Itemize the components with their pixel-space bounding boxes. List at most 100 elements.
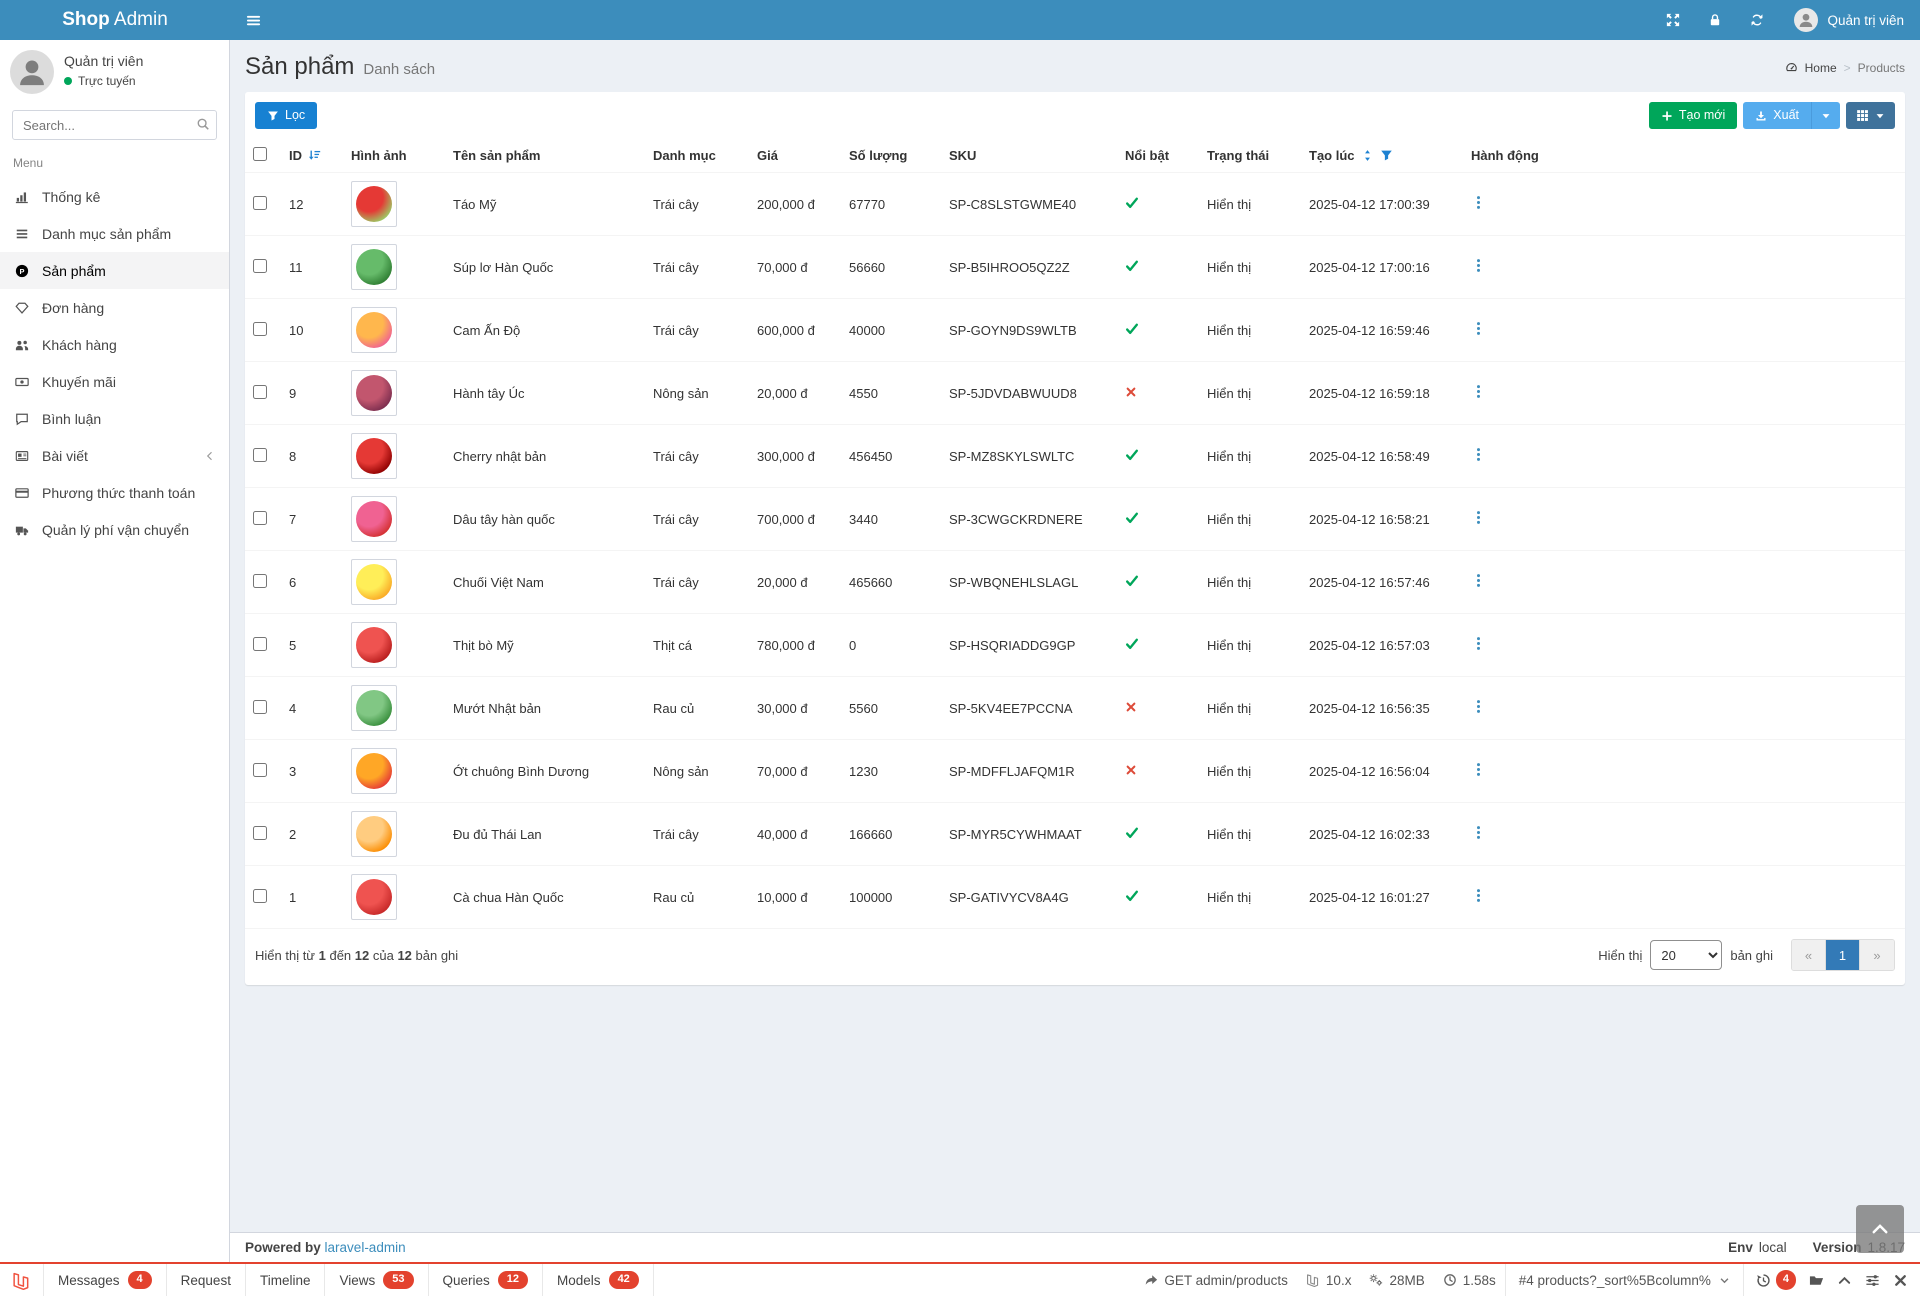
sidebar-item-product[interactable]: P Sản phẩm (0, 252, 229, 289)
row-checkbox[interactable] (253, 636, 267, 651)
sidebar-item-truck[interactable]: Quản lý phí vận chuyển (0, 511, 229, 548)
strawberry-image[interactable] (351, 496, 397, 542)
fullscreen-button[interactable] (1652, 0, 1694, 40)
breadcrumb-home[interactable]: Home (1804, 60, 1837, 75)
sidebar-item-label: Quản lý phí vận chuyển (42, 521, 190, 538)
select-all-checkbox[interactable] (253, 147, 267, 161)
debugbar-tab-views[interactable]: Views 53 (325, 1264, 429, 1296)
row-checkbox[interactable] (253, 321, 267, 336)
row-checkbox[interactable] (253, 699, 267, 714)
tomato-image[interactable] (351, 874, 397, 920)
row-checkbox[interactable] (253, 384, 267, 399)
debugbar-tab-timeline[interactable]: Timeline (246, 1264, 326, 1296)
debugbar-tab-queries[interactable]: Queries 12 (429, 1264, 544, 1296)
cell-status: Hiển thị (1199, 424, 1301, 488)
sidebar-item-users[interactable]: Khách hàng (0, 326, 229, 363)
banana-image[interactable] (351, 559, 397, 605)
row-actions-button[interactable] (1471, 825, 1486, 840)
sidebar-item-comment[interactable]: Bình luận (0, 400, 229, 437)
summary-text: đến (325, 947, 355, 963)
brand-logo[interactable]: Shop Admin (0, 0, 230, 40)
per-page-select[interactable]: 20 (1650, 940, 1723, 970)
row-actions-button[interactable] (1471, 762, 1486, 777)
page-nav-button[interactable]: « (1792, 940, 1826, 970)
row-checkbox[interactable] (253, 447, 267, 462)
maximize-icon[interactable] (1837, 1273, 1852, 1288)
debugbar-tab-request[interactable]: Request (167, 1264, 246, 1296)
search-input[interactable] (12, 110, 217, 140)
cell-price: 300,000 đ (749, 424, 841, 488)
sidebar-item-money[interactable]: Khuyến mãi (0, 363, 229, 400)
row-actions-button[interactable] (1471, 573, 1486, 588)
sidebar-item-credit-card[interactable]: Phương thức thanh toán (0, 474, 229, 511)
row-checkbox[interactable] (253, 573, 267, 588)
sidebar-item-list[interactable]: Danh mục sản phẩm (0, 215, 229, 252)
cell-status: Hiển thị (1199, 802, 1301, 866)
sidebar-item-diamond[interactable]: Đơn hàng (0, 289, 229, 326)
cell-sku: SP-5JDVDABWUUD8 (941, 361, 1117, 425)
row-actions-button[interactable] (1471, 447, 1486, 462)
page-nav-button[interactable]: » (1860, 940, 1894, 970)
column-filter-icon[interactable] (1380, 149, 1393, 162)
grid-box: Lọc Tạo mới Xuất (245, 92, 1905, 985)
folder-icon[interactable] (1809, 1273, 1824, 1288)
row-checkbox[interactable] (253, 762, 267, 777)
sort-icon[interactable] (308, 149, 321, 162)
cell-created-at: 2025-04-12 16:58:21 (1301, 487, 1463, 551)
refresh-button[interactable] (1736, 0, 1778, 40)
user-menu[interactable]: Quản trị viên (1778, 8, 1920, 32)
column-header-id[interactable]: ID (289, 148, 302, 163)
export-button[interactable]: Xuất (1743, 102, 1811, 129)
settings-icon[interactable] (1865, 1273, 1880, 1288)
export-dropdown-toggle[interactable] (1811, 102, 1840, 129)
user-menu-label: Quản trị viên (1827, 12, 1904, 28)
lock-button[interactable] (1694, 0, 1736, 40)
apple-image[interactable] (351, 181, 397, 227)
page-current[interactable]: 1 (1826, 940, 1860, 970)
row-actions-button[interactable] (1471, 321, 1486, 336)
row-checkbox[interactable] (253, 510, 267, 525)
sidebar-toggle-button[interactable] (230, 0, 276, 40)
column-header-sku: SKU (949, 148, 977, 163)
bell-pepper-image[interactable] (351, 748, 397, 794)
broccoli-image[interactable] (351, 244, 397, 290)
row-actions-button[interactable] (1471, 510, 1486, 525)
sidebar-item-chart-bar[interactable]: Thống kê (0, 178, 229, 215)
gourd-image[interactable] (351, 685, 397, 731)
row-actions-button[interactable] (1471, 699, 1486, 714)
grapefruit-image[interactable] (351, 307, 397, 353)
lock-icon (1708, 13, 1722, 27)
history-button[interactable]: 4 (1756, 1270, 1796, 1290)
cherry-image[interactable] (351, 433, 397, 479)
column-selector-button[interactable] (1846, 102, 1895, 129)
debugbar-dataset-select[interactable]: #4 products?_sort%5Bcolumn% (1504, 1264, 1744, 1296)
papaya-image[interactable] (351, 811, 397, 857)
laravel-logo-button[interactable] (0, 1264, 44, 1296)
search-icon[interactable] (196, 117, 210, 131)
close-icon[interactable] (1893, 1273, 1908, 1288)
sidebar-item-newspaper[interactable]: Bài viết (0, 437, 229, 474)
row-checkbox[interactable] (253, 195, 267, 210)
cell-created-at: 2025-04-12 16:59:18 (1301, 361, 1463, 425)
debugbar-tab-messages[interactable]: Messages 4 (44, 1264, 167, 1296)
row-actions-button[interactable] (1471, 258, 1486, 273)
row-actions-button[interactable] (1471, 636, 1486, 651)
summary-number: 12 (397, 947, 412, 963)
column-header-created[interactable]: Tạo lúc (1309, 148, 1355, 163)
debugbar-tab-models[interactable]: Models 42 (543, 1264, 654, 1296)
row-actions-button[interactable] (1471, 195, 1486, 210)
laravel-admin-link[interactable]: laravel-admin (324, 1240, 406, 1255)
sort-updown-icon[interactable] (1361, 149, 1374, 162)
row-actions-button[interactable] (1471, 888, 1486, 903)
onion-image[interactable] (351, 370, 397, 416)
product-thumbnail (356, 816, 392, 852)
create-button[interactable]: Tạo mới (1648, 102, 1738, 129)
clock-icon (1443, 1273, 1457, 1287)
row-actions-button[interactable] (1471, 384, 1486, 399)
beef-image[interactable] (351, 622, 397, 668)
filter-button[interactable]: Lọc (255, 102, 318, 129)
row-checkbox[interactable] (253, 888, 267, 903)
row-checkbox[interactable] (253, 825, 267, 840)
scroll-to-top-button[interactable] (1856, 1205, 1904, 1253)
row-checkbox[interactable] (253, 258, 267, 273)
